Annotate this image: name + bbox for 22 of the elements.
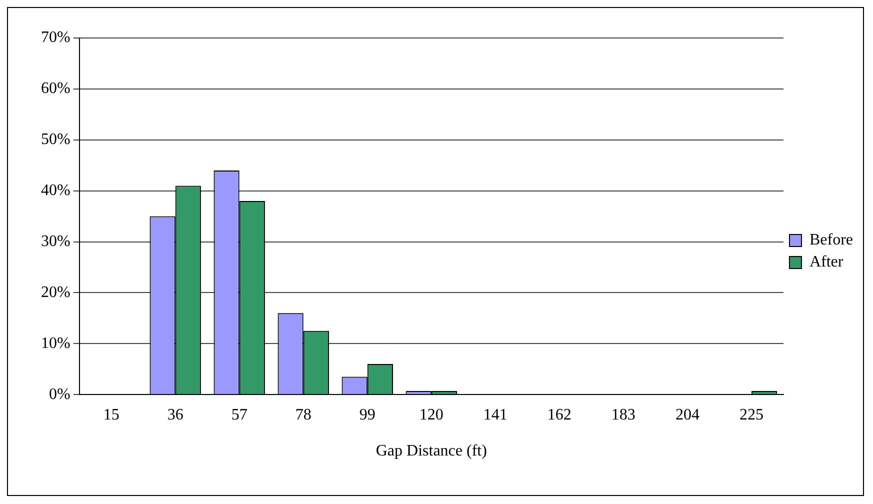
x-axis-title: Gap Distance (ft) (376, 442, 487, 460)
y-tick-label: 60% (41, 80, 70, 98)
x-tick-label: 36 (167, 406, 184, 424)
x-tick-label: 141 (483, 406, 508, 424)
y-tick-label: 50% (41, 131, 70, 148)
x-tick-label: 15 (103, 406, 120, 424)
y-tick-label: 10% (41, 334, 70, 352)
x-tick-label: 120 (419, 406, 444, 424)
x-tick-label: 225 (739, 406, 764, 424)
y-tick-label: 0% (49, 386, 70, 403)
y-tick-label: 20% (41, 284, 70, 301)
y-tick-label: 40% (41, 182, 70, 200)
y-tick-label: 70% (41, 29, 70, 46)
x-tick-label: 99 (359, 406, 376, 424)
x-tick-label: 78 (295, 406, 312, 424)
x-tick-label: 162 (547, 406, 572, 424)
legend-label: Before (809, 232, 853, 249)
x-tick-label: 204 (675, 406, 700, 424)
y-tick-label: 30% (41, 232, 70, 250)
x-tick-label: 57 (231, 406, 248, 424)
legend-label: After (809, 254, 844, 271)
x-tick-label: 183 (611, 406, 636, 424)
